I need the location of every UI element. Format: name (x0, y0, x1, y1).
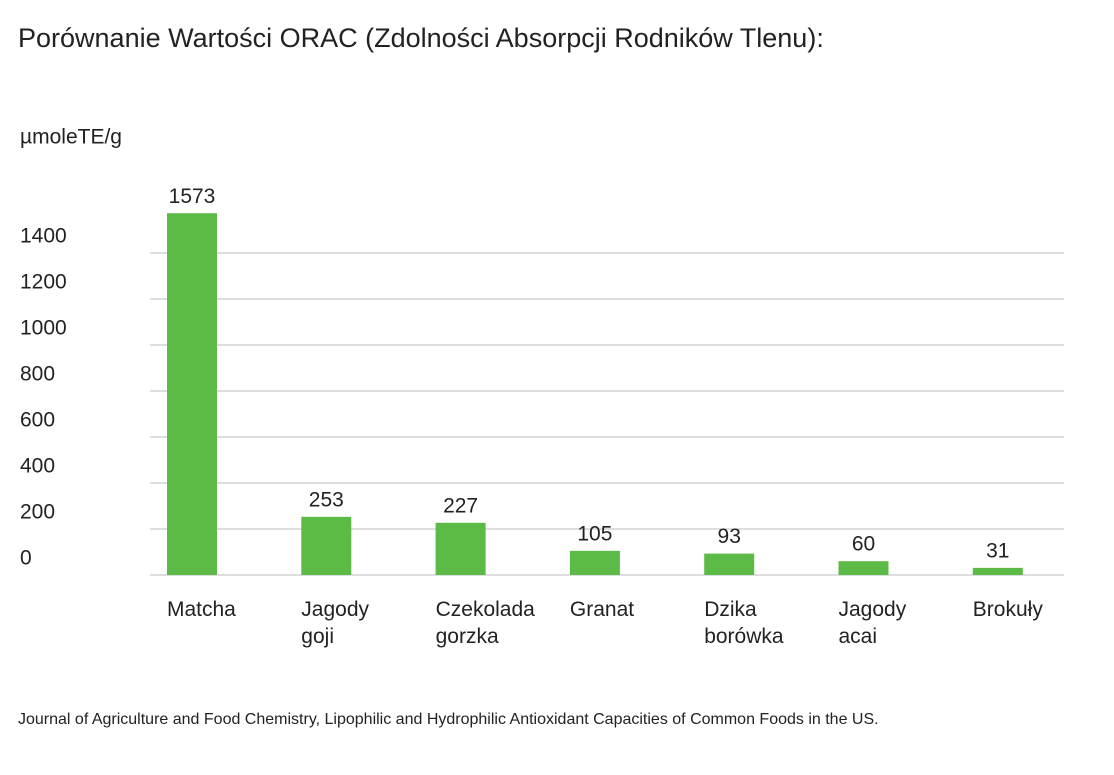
y-axis-label: µmoleTE/g (20, 126, 122, 149)
y-tick-label: 800 (20, 363, 55, 386)
value-label: 253 (309, 488, 344, 511)
value-label: 93 (718, 525, 741, 548)
value-label: 227 (443, 494, 478, 517)
y-tick-label: 200 (20, 501, 55, 524)
x-tick-label: Dzika borówka (704, 598, 784, 648)
x-tick-label: Granat (569, 598, 635, 621)
bar (435, 522, 486, 575)
bar (838, 561, 889, 575)
value-label: 105 (577, 522, 612, 545)
y-tick-label: 1400 (20, 225, 67, 248)
bar (569, 550, 620, 575)
x-tick-label: Jagody acai (838, 598, 907, 648)
value-label: 1573 (169, 185, 216, 208)
chart-title: Porównanie Wartości ORAC (Zdolności Abso… (18, 23, 824, 53)
bar (301, 516, 352, 575)
y-tick-label: 400 (20, 455, 55, 478)
bar (704, 553, 755, 575)
y-tick-label: 1200 (20, 271, 67, 294)
source-note: Journal of Agriculture and Food Chemistr… (18, 711, 879, 728)
x-tick-label: Matcha (167, 598, 236, 621)
x-tick-label: Brokuły (972, 598, 1043, 621)
y-tick-label: 600 (20, 409, 55, 432)
bar (972, 567, 1023, 575)
y-tick-label: 0 (20, 547, 32, 570)
value-label: 31 (986, 539, 1009, 562)
x-tick-label: Jagody goji (301, 598, 370, 648)
value-label: 60 (852, 533, 875, 556)
y-tick-label: 1000 (20, 317, 67, 340)
bar (167, 213, 217, 575)
x-tick-label: Czekolada gorzka (435, 598, 535, 648)
